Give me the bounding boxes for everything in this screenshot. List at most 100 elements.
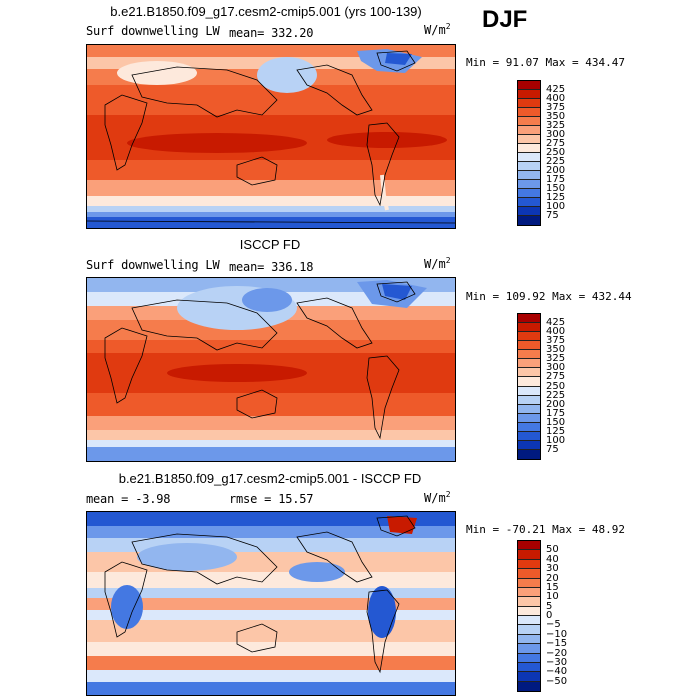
colorbar-level-label: 20 [546, 572, 559, 584]
colorbar-level-label: 325 [546, 120, 566, 131]
colorbar-level-label: 100 [546, 434, 566, 446]
colorbar-level-label: −30 [546, 656, 568, 668]
colorbar-level-label: 375 [546, 335, 566, 347]
season-label: DJF [482, 6, 528, 33]
panel-2-units-exp: 2 [445, 256, 451, 265]
colorbar-level-label: 325 [546, 353, 566, 365]
panel-2-map [86, 277, 456, 462]
panel-3-rmse-value: 15.57 [278, 492, 314, 506]
panel-3-mean: mean = -3.98 [86, 492, 171, 506]
colorbar-segment [518, 99, 540, 108]
panel-3-units: W/m2 [424, 490, 451, 505]
colorbar-segment [518, 207, 540, 216]
panel-3-rmse: rmse = 15.57 [229, 492, 314, 506]
colorbar-level-label: 425 [546, 317, 566, 329]
panel-1-units-exp: 2 [445, 22, 451, 31]
colorbar-level-label: 350 [546, 344, 566, 356]
colorbar-segment [518, 314, 540, 324]
colorbar-segment [518, 541, 540, 551]
colorbar-level-label: 10 [546, 591, 559, 603]
colorbar-level-label: 50 [546, 544, 559, 556]
colorbar-segment [518, 431, 540, 441]
colorbar-level-label: 425 [546, 84, 566, 95]
panel-3-minmax: Min = -70.21 Max = 48.92 [466, 523, 625, 536]
colorbar-level-label: 350 [546, 111, 566, 122]
colorbar-segment [518, 625, 540, 635]
colorbar-segment [518, 153, 540, 162]
colorbar-segment [518, 550, 540, 560]
panel-1-max-value: 434.47 [585, 56, 625, 69]
panel-2-colorbar [517, 313, 541, 460]
colorbar-segment [518, 386, 540, 396]
colorbar-level-label: 5 [546, 600, 553, 612]
colorbar-segment [518, 332, 540, 342]
panel-3-min-value: -70.21 [505, 523, 546, 536]
colorbar-level-label: 275 [546, 371, 566, 383]
colorbar-segment [518, 616, 540, 626]
colorbar-level-label: −40 [546, 666, 568, 678]
colorbar-level-label: 125 [546, 425, 566, 437]
colorbar-level-label: 30 [546, 563, 559, 575]
colorbar-segment [518, 171, 540, 180]
panel-3-title: b.e21.B1850.f09_g17.cesm2-cmip5.001 - IS… [118, 471, 422, 486]
colorbar-segment [518, 404, 540, 414]
panel-3-units-exp: 2 [445, 490, 451, 499]
colorbar-segment [518, 350, 540, 360]
panel-2-title: ISCCP FD [239, 237, 301, 252]
colorbar-segment [518, 108, 540, 117]
colorbar-level-label: 250 [546, 147, 566, 158]
colorbar-segment [518, 644, 540, 654]
colorbar-segment [518, 413, 540, 423]
panel-2-min-value: 109.92 [505, 290, 546, 303]
panel-1-mean-value: 332.20 [271, 26, 314, 40]
panel-3-map [86, 511, 456, 696]
colorbar-segment [518, 126, 540, 135]
colorbar-segment [518, 135, 540, 144]
panel-2-max-value: 432.44 [591, 290, 632, 303]
colorbar-segment [518, 90, 540, 99]
colorbar-level-label: 400 [546, 326, 566, 338]
colorbar-level-label: 375 [546, 102, 566, 113]
colorbar-level-label: 125 [546, 192, 566, 203]
colorbar-level-label: 175 [546, 174, 566, 185]
panel-1-min-value: 91.07 [505, 56, 539, 69]
colorbar-level-label: 75 [546, 443, 559, 455]
panel-2-min-label: Min = [466, 290, 500, 303]
colorbar-segment [518, 597, 540, 607]
colorbar-level-label: 150 [546, 183, 566, 194]
colorbar-segment [518, 359, 540, 369]
panel-1-minmax: Min = 91.07 Max = 434.47 [466, 56, 625, 69]
colorbar-level-label: 400 [546, 93, 566, 104]
colorbar-level-label: 225 [546, 389, 566, 401]
panel-2-minmax: Min = 109.92 Max = 432.44 [466, 290, 632, 303]
colorbar-level-label: 300 [546, 129, 566, 140]
colorbar-segment [518, 377, 540, 387]
colorbar-level-label: 175 [546, 407, 566, 419]
panel-3-min-label: Min = [466, 523, 500, 536]
colorbar-level-label: 150 [546, 416, 566, 428]
colorbar-level-label: 0 [546, 610, 553, 621]
panel-1-title: b.e21.B1850.f09_g17.cesm2-cmip5.001 (yrs… [110, 4, 422, 19]
panel-3-units-base: W/m [424, 491, 446, 505]
panel-1-max-label: Max = [545, 56, 579, 69]
colorbar-level-label: 300 [546, 362, 566, 374]
colorbar-segment [518, 395, 540, 405]
panel-2-units: W/m2 [424, 256, 451, 271]
colorbar-segment [518, 672, 540, 682]
panel-1-map [86, 44, 456, 229]
colorbar-segment [518, 323, 540, 333]
colorbar-segment [518, 449, 540, 459]
panel-3-max-label: Max = [552, 523, 586, 536]
colorbar-level-label: −10 [546, 628, 568, 640]
colorbar-segment [518, 144, 540, 153]
panel-2-units-base: W/m [424, 257, 446, 271]
colorbar-segment [518, 606, 540, 616]
panel-2-mean: mean= 336.18 [229, 260, 314, 274]
colorbar-segment [518, 368, 540, 378]
panel-3-mean-label: mean = [86, 492, 129, 506]
colorbar-level-label: 225 [546, 156, 566, 167]
panel-2-mean-label: mean= [229, 260, 265, 274]
colorbar-segment [518, 681, 540, 691]
panel-3-mean-value: -3.98 [135, 492, 171, 506]
colorbar-segment [518, 569, 540, 579]
